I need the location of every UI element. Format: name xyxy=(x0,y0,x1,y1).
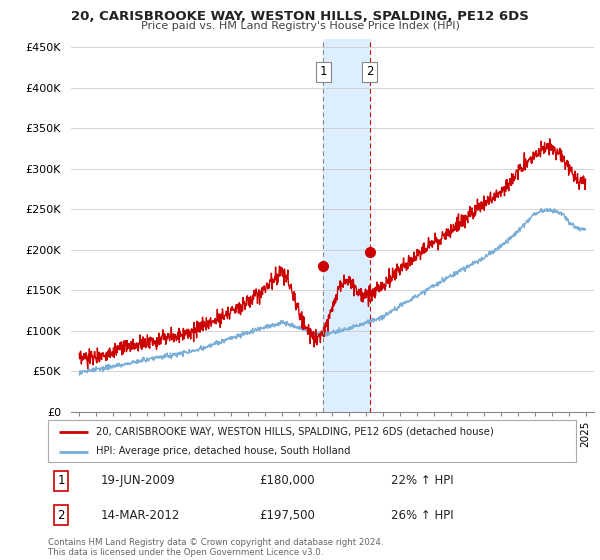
Text: 20, CARISBROOKE WAY, WESTON HILLS, SPALDING, PE12 6DS (detached house): 20, CARISBROOKE WAY, WESTON HILLS, SPALD… xyxy=(95,427,493,437)
Text: £180,000: £180,000 xyxy=(259,474,315,487)
Bar xyxy=(323,39,370,412)
Text: 1: 1 xyxy=(320,65,327,78)
Text: £197,500: £197,500 xyxy=(259,508,315,521)
Text: Price paid vs. HM Land Registry's House Price Index (HPI): Price paid vs. HM Land Registry's House … xyxy=(140,21,460,31)
Text: 2: 2 xyxy=(58,508,65,521)
Text: 1: 1 xyxy=(58,474,65,487)
Text: Contains HM Land Registry data © Crown copyright and database right 2024.
This d: Contains HM Land Registry data © Crown c… xyxy=(48,538,383,557)
Text: 20, CARISBROOKE WAY, WESTON HILLS, SPALDING, PE12 6DS: 20, CARISBROOKE WAY, WESTON HILLS, SPALD… xyxy=(71,10,529,23)
FancyBboxPatch shape xyxy=(48,420,576,462)
Text: 14-MAR-2012: 14-MAR-2012 xyxy=(101,508,180,521)
Text: 19-JUN-2009: 19-JUN-2009 xyxy=(101,474,176,487)
Text: 26% ↑ HPI: 26% ↑ HPI xyxy=(391,508,454,521)
Text: 22% ↑ HPI: 22% ↑ HPI xyxy=(391,474,454,487)
Text: 2: 2 xyxy=(366,65,373,78)
Text: HPI: Average price, detached house, South Holland: HPI: Average price, detached house, Sout… xyxy=(95,446,350,456)
